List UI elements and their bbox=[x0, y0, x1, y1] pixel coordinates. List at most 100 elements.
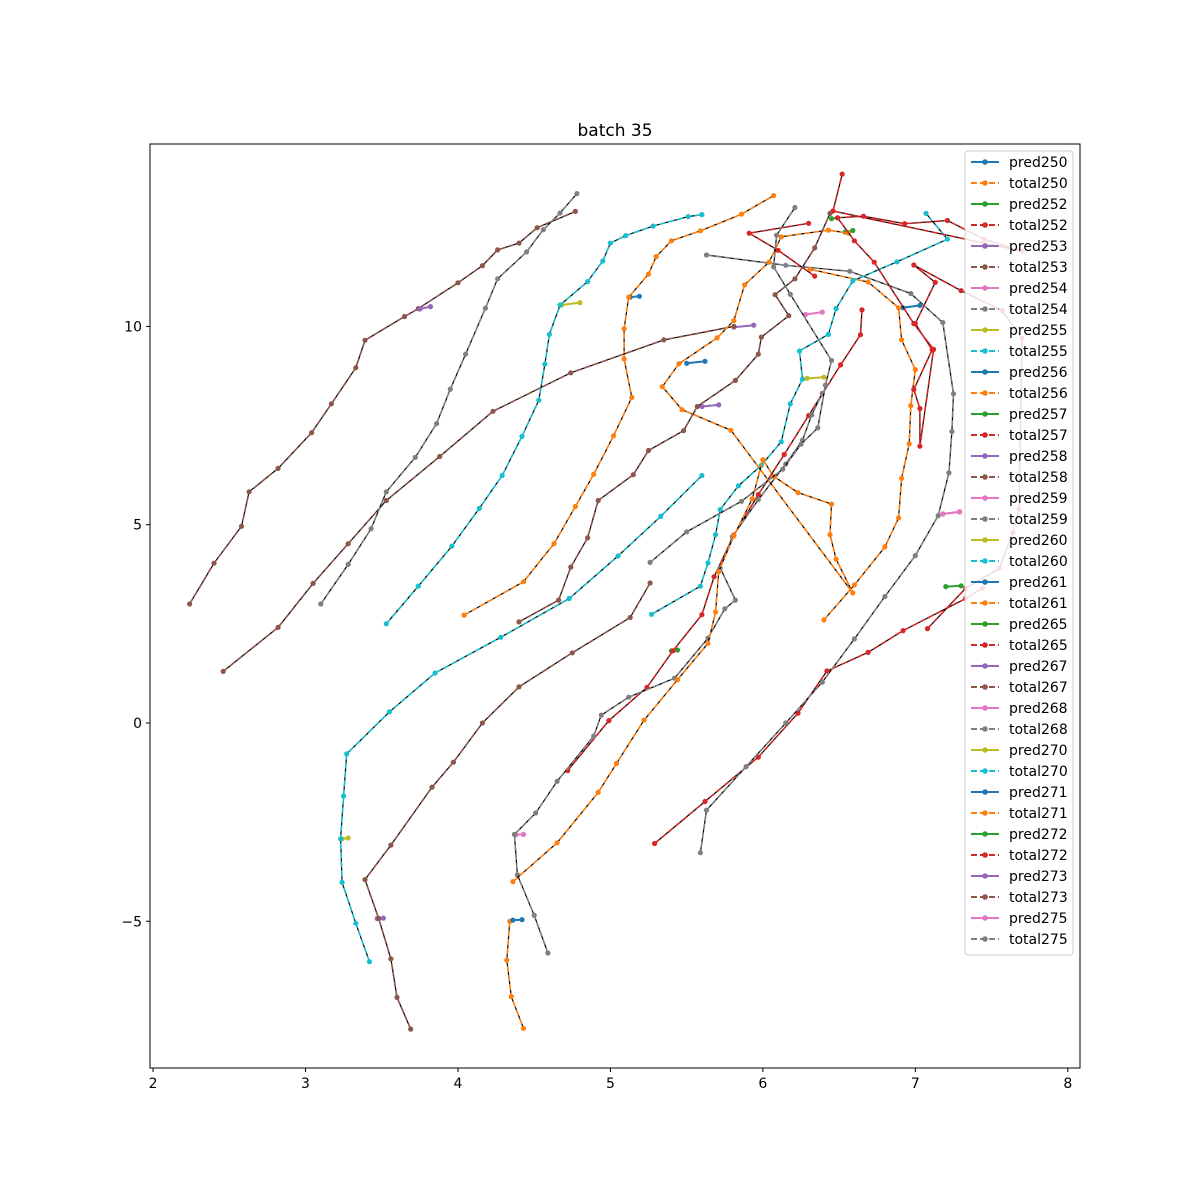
legend-label: total268 bbox=[1009, 722, 1068, 738]
data-point bbox=[728, 427, 734, 433]
series-line bbox=[701, 403, 719, 408]
data-point bbox=[542, 361, 548, 367]
data-point bbox=[857, 332, 864, 338]
data-point bbox=[641, 717, 647, 723]
data-point bbox=[912, 367, 918, 373]
data-point bbox=[833, 306, 839, 312]
legend-label: total267 bbox=[1009, 680, 1068, 696]
legend-entry: total267 bbox=[971, 680, 1068, 696]
series-line bbox=[518, 213, 831, 623]
data-point bbox=[238, 523, 245, 529]
data-point bbox=[731, 323, 737, 329]
data-point bbox=[792, 204, 798, 211]
data-point bbox=[865, 279, 871, 285]
y-tick-label: 10 bbox=[124, 319, 142, 335]
legend-label: pred267 bbox=[1009, 659, 1068, 675]
series-pred254 bbox=[803, 309, 825, 318]
legend-marker bbox=[982, 600, 988, 606]
data-point bbox=[711, 574, 717, 580]
data-point bbox=[738, 211, 745, 217]
data-point bbox=[917, 405, 923, 412]
data-point bbox=[705, 560, 711, 566]
data-point bbox=[510, 917, 516, 923]
legend-label: total252 bbox=[1009, 218, 1068, 234]
series-pred271 bbox=[684, 358, 708, 366]
data-point bbox=[566, 595, 572, 602]
data-point bbox=[923, 210, 929, 216]
data-point bbox=[380, 915, 386, 921]
chart-title: batch 35 bbox=[577, 121, 652, 141]
series-line bbox=[222, 325, 735, 673]
series-total252 bbox=[652, 585, 986, 847]
data-point bbox=[328, 401, 334, 407]
series-line-underlay bbox=[222, 325, 735, 672]
data-point bbox=[882, 593, 888, 600]
data-point bbox=[940, 319, 946, 326]
legend-marker bbox=[982, 201, 988, 207]
data-point bbox=[613, 760, 620, 767]
series-total261 bbox=[807, 266, 918, 623]
data-point bbox=[815, 425, 821, 431]
data-point bbox=[520, 831, 527, 838]
legend-label: pred261 bbox=[1009, 575, 1068, 591]
data-point bbox=[615, 553, 621, 559]
legend-label: total275 bbox=[1009, 932, 1068, 948]
data-point bbox=[722, 606, 728, 612]
data-point bbox=[917, 443, 923, 449]
series-line bbox=[942, 510, 960, 515]
data-point bbox=[732, 377, 739, 383]
data-point bbox=[821, 374, 827, 380]
data-point bbox=[621, 356, 627, 362]
legend-marker bbox=[982, 243, 988, 249]
data-point bbox=[318, 601, 324, 607]
legend-marker bbox=[982, 390, 988, 396]
y-tick-label: 0 bbox=[133, 716, 142, 732]
series-line-underlay bbox=[189, 210, 576, 605]
data-point bbox=[957, 509, 963, 515]
data-point bbox=[429, 784, 435, 790]
series-line-underlay bbox=[512, 229, 854, 883]
series-line bbox=[654, 587, 983, 845]
data-point bbox=[376, 915, 382, 922]
data-point bbox=[536, 397, 542, 403]
legend-label: total265 bbox=[1009, 638, 1068, 654]
legend-entry: pred267 bbox=[971, 659, 1068, 675]
series-pred257 bbox=[943, 583, 964, 590]
data-point bbox=[220, 668, 226, 675]
legend-label: total261 bbox=[1009, 596, 1068, 612]
legend-marker bbox=[982, 348, 988, 354]
data-point bbox=[627, 614, 633, 621]
data-point bbox=[896, 515, 902, 521]
series-total273 bbox=[516, 210, 833, 625]
series-total267 bbox=[362, 580, 653, 1032]
data-point bbox=[819, 309, 825, 315]
data-point bbox=[827, 210, 833, 216]
data-point bbox=[417, 306, 423, 312]
data-point bbox=[623, 233, 629, 239]
legend-entry: pred273 bbox=[971, 869, 1068, 885]
data-point bbox=[699, 612, 705, 618]
data-point bbox=[339, 879, 345, 886]
data-point bbox=[819, 679, 825, 685]
data-point bbox=[681, 428, 687, 434]
data-point bbox=[510, 879, 516, 885]
data-point bbox=[774, 232, 780, 238]
data-point bbox=[598, 712, 604, 718]
data-point bbox=[911, 262, 917, 268]
data-point bbox=[394, 994, 400, 1001]
x-tick-label: 5 bbox=[606, 1076, 615, 1092]
series-total268 bbox=[511, 390, 825, 956]
data-point bbox=[366, 959, 373, 965]
legend-label: pred254 bbox=[1009, 281, 1068, 297]
data-point bbox=[780, 466, 786, 472]
legend-entry: total252 bbox=[971, 218, 1068, 234]
legend-entry: pred271 bbox=[971, 785, 1068, 801]
series-total250 bbox=[461, 193, 777, 618]
data-point bbox=[636, 293, 643, 299]
data-point bbox=[600, 258, 606, 264]
data-point bbox=[731, 317, 737, 324]
series-total258 bbox=[187, 208, 579, 607]
legend-marker bbox=[982, 726, 988, 732]
data-point bbox=[607, 240, 614, 246]
data-point bbox=[645, 447, 652, 454]
